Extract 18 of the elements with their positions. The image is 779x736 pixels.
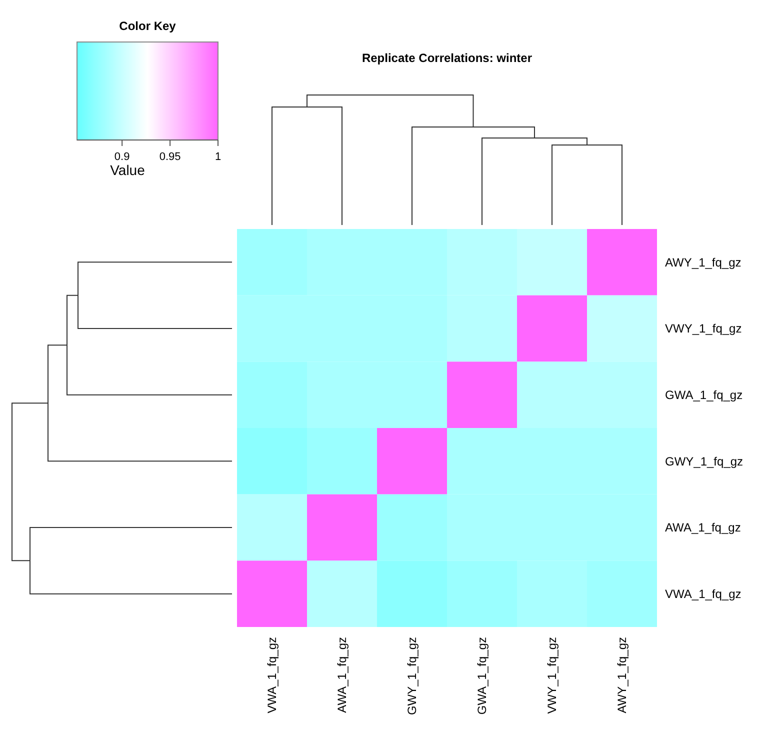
y-tick-label: AWA_1_fq_gz [665, 520, 741, 535]
x-tick-label: GWA_1_fq_gz [475, 637, 490, 715]
x-tick-label: VWA_1_fq_gz [265, 637, 280, 714]
x-tick-label: GWY_1_fq_gz [405, 637, 420, 716]
y-tick-label: GWY_1_fq_gz [665, 454, 744, 468]
y-tick-label: AWY_1_fq_gz [665, 255, 742, 270]
y-tick-label: VWA_1_fq_gz [665, 587, 742, 602]
y-tick-label: GWA_1_fq_gz [665, 388, 743, 402]
color-bar-label: 1 [214, 151, 222, 163]
color-bar-label: 0.9 [114, 151, 130, 163]
color-bar-label: 0.95 [159, 151, 181, 163]
x-tick-label: AWA_1_fq_gz [335, 637, 350, 713]
x-tick-label: AWY_1_fq_gz [615, 637, 630, 714]
legend-title: Color Key [119, 19, 176, 33]
x-tick-label: VWY_1_fq_gz [545, 637, 560, 714]
y-tick-label: VWY_1_fq_gz [665, 322, 742, 336]
chart-title: Replicate Correlations: winter [362, 51, 532, 65]
color-bar-title: Value [110, 162, 146, 178]
